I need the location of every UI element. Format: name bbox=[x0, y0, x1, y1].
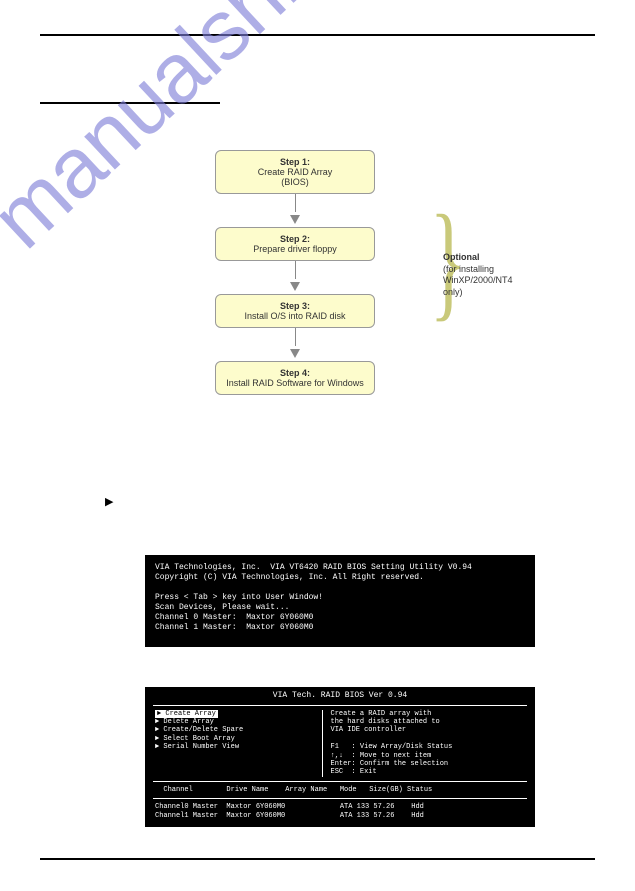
step-4-title: Step 4: bbox=[280, 368, 310, 378]
step-1: Step 1: Create RAID Array (BIOS) bbox=[215, 150, 375, 194]
bios2-column-header: Channel Drive Name Array Name Mode Size(… bbox=[145, 784, 535, 798]
optional-desc: (for installing WinXP/2000/NT4 only) bbox=[443, 264, 513, 297]
step-2-desc: Prepare driver floppy bbox=[253, 244, 337, 254]
bios1-l1: VIA Technologies, Inc. VIA VT6420 RAID B… bbox=[155, 563, 472, 572]
step-3-title: Step 3: bbox=[280, 301, 310, 311]
bios2-line-2 bbox=[153, 781, 527, 782]
flowchart: Step 1: Create RAID Array (BIOS) Step 2:… bbox=[145, 150, 445, 395]
bios1-l5: Scan Devices, Please wait... bbox=[155, 603, 289, 612]
step-2-title: Step 2: bbox=[280, 234, 310, 244]
pointer-icon: ▶ bbox=[105, 495, 113, 508]
optional-note: Optional (for installing WinXP/2000/NT4 … bbox=[443, 252, 513, 299]
rule-section bbox=[40, 102, 220, 104]
bios1-l6: Channel 0 Master: Maxtor 6Y060M0 bbox=[155, 613, 313, 622]
bios1-l2: Copyright (C) VIA Technologies, Inc. All… bbox=[155, 573, 424, 582]
bios2-title: VIA Tech. RAID BIOS Ver 0.94 bbox=[145, 687, 535, 703]
bios1-l4: Press < Tab > key into User Window! bbox=[155, 593, 323, 602]
step-1-desc: Create RAID Array (BIOS) bbox=[258, 167, 333, 187]
optional-title: Optional bbox=[443, 252, 480, 262]
rule-bottom bbox=[40, 858, 595, 860]
bios2-menu-items: ► Delete Array ► Create/Delete Spare ► S… bbox=[155, 718, 243, 751]
bios2-rows: Channel0 Master Maxtor 6Y060M0 ATA 133 5… bbox=[145, 801, 535, 824]
step-3-desc: Install O/S into RAID disk bbox=[244, 311, 345, 321]
step-3: Step 3: Install O/S into RAID disk bbox=[215, 294, 375, 328]
step-2: Step 2: Prepare driver floppy bbox=[215, 227, 375, 261]
step-4: Step 4: Install RAID Software for Window… bbox=[215, 361, 375, 395]
bios-boot-screen: VIA Technologies, Inc. VIA VT6420 RAID B… bbox=[145, 555, 535, 647]
bios2-line-1 bbox=[153, 705, 527, 706]
bios2-menu: ► Create Array ► Delete Array ► Create/D… bbox=[155, 710, 322, 777]
rule-top bbox=[40, 34, 595, 36]
step-4-desc: Install RAID Software for Windows bbox=[226, 378, 364, 388]
bios-raid-utility: VIA Tech. RAID BIOS Ver 0.94 ► Create Ar… bbox=[145, 687, 535, 827]
arrow-3 bbox=[145, 328, 445, 361]
bios2-line-3 bbox=[153, 798, 527, 799]
bios2-help: Create a RAID array with the hard disks … bbox=[322, 710, 526, 777]
bios2-menu-selected: ► Create Array bbox=[155, 710, 218, 718]
arrow-1 bbox=[145, 194, 445, 227]
bios1-l7: Channel 1 Master: Maxtor 6Y060M0 bbox=[155, 623, 313, 632]
step-1-title: Step 1: bbox=[280, 157, 310, 167]
arrow-2 bbox=[145, 261, 445, 294]
